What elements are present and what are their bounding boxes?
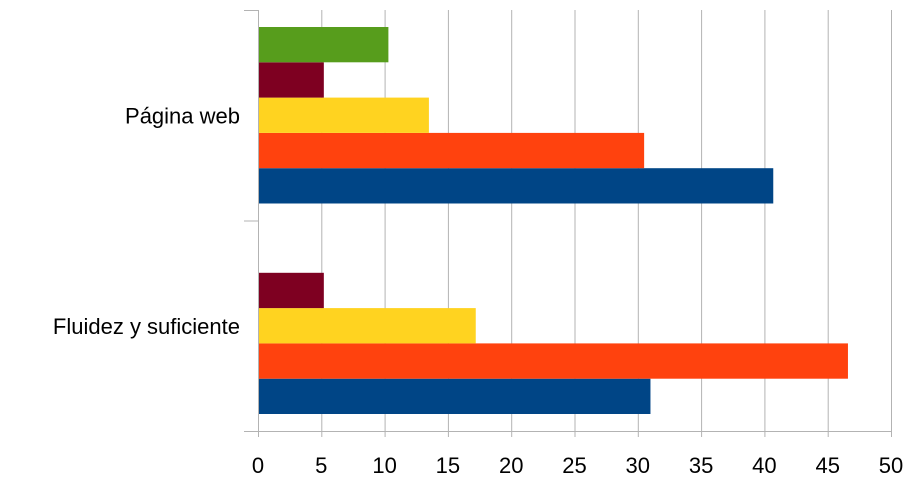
x-tick-label: 0 [252,453,264,477]
x-tick-label: 45 [815,453,839,477]
category-label: Página web [125,103,240,128]
axes [244,10,892,437]
x-tick-label: 30 [626,453,650,477]
category-labels: Fluidez y suficiente Página web [53,103,240,339]
x-tick-label: 40 [752,453,776,477]
bar [258,343,848,379]
x-tick-label: 35 [689,453,713,477]
x-tick-label: 10 [372,453,396,477]
x-tick-label: 5 [315,453,327,477]
category-label: Fluidez y suficiente [53,314,240,339]
bar [258,132,645,169]
bar [258,308,476,344]
bar [258,168,774,204]
x-tick-label: 15 [436,453,460,477]
bars [258,27,848,414]
bar [258,272,324,309]
x-tick-label: 20 [499,453,523,477]
bar [258,97,429,133]
x-tick-label: 50 [879,453,903,477]
bar [258,378,651,414]
x-tick-label: 25 [562,453,586,477]
bar [258,27,389,63]
x-tick-labels: 0 5 10 15 20 25 30 35 40 45 50 [252,453,903,477]
gridlines [321,10,892,431]
bar [258,62,324,98]
